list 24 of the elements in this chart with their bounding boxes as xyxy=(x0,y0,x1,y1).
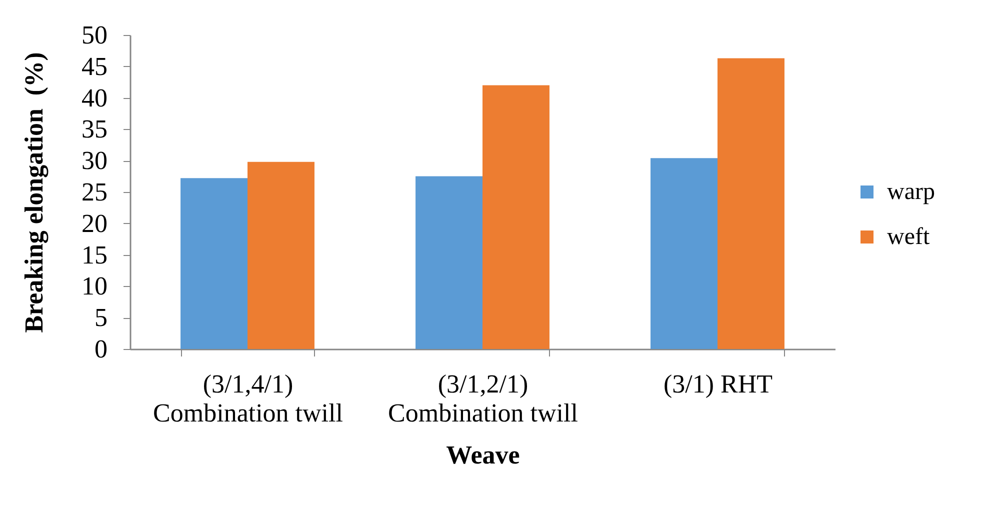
legend-label: warp xyxy=(887,179,935,205)
x-tick-label: (3/1,2/1) Combination twill xyxy=(388,370,578,428)
y-tick-label: 0 xyxy=(94,334,108,364)
bar xyxy=(650,158,718,349)
y-tick-label: 40 xyxy=(82,83,108,112)
x-tick-label: (3/1) RHT xyxy=(663,370,773,398)
y-tick-label: 20 xyxy=(82,208,108,238)
bar xyxy=(482,85,550,349)
y-tick-label: 5 xyxy=(94,303,108,332)
y-tick-label: 45 xyxy=(82,52,108,81)
x-axis-title: Weave xyxy=(446,440,520,470)
y-axis-title: Breaking elongation (%) xyxy=(20,52,48,333)
x-tick-label: (3/1,4/1) Combination twill xyxy=(153,370,343,428)
y-tick-label: 50 xyxy=(82,20,108,50)
y-tick-label: 10 xyxy=(82,272,108,301)
legend-label: weft xyxy=(887,224,930,250)
bar xyxy=(416,176,482,349)
y-tick-label: 30 xyxy=(82,146,108,176)
bar xyxy=(180,178,248,349)
y-tick-label: 35 xyxy=(82,114,108,144)
bar xyxy=(718,58,784,349)
bar xyxy=(248,162,314,349)
y-tick-label: 25 xyxy=(82,178,108,206)
y-tick-label: 15 xyxy=(82,240,108,270)
